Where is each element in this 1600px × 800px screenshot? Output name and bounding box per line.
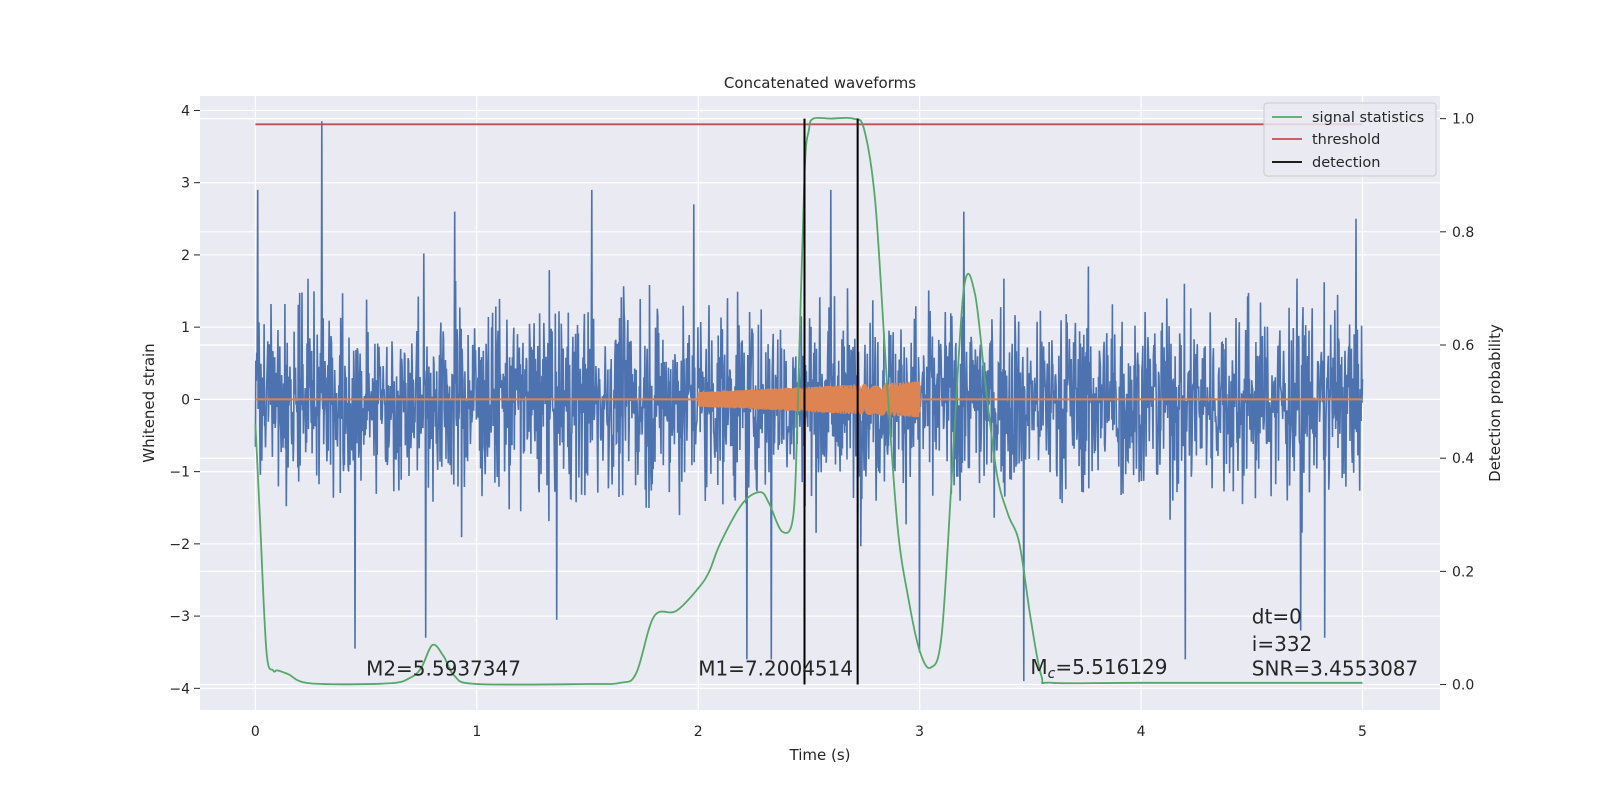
x-tick-label: 1 bbox=[472, 724, 481, 740]
x-tick-label: 5 bbox=[1358, 724, 1367, 740]
y-tick-label: 0 bbox=[181, 392, 190, 408]
y-right-tick-label: 0.8 bbox=[1452, 225, 1474, 241]
annotation-text: M1=7.2004514 bbox=[698, 656, 853, 680]
y-right-tick-label: 0.0 bbox=[1452, 678, 1474, 694]
annotation-text: M2=5.5937347 bbox=[366, 656, 521, 680]
y-right-tick-label: 1.0 bbox=[1452, 112, 1474, 128]
signal-statistics-line bbox=[254, 116, 1363, 686]
chart-title: Concatenated waveforms bbox=[724, 74, 916, 92]
annotations: M2=5.5937347 M1=7.2004514 Mc=5.516129 dt=0 i… bbox=[366, 604, 1418, 682]
x-tick-label: 2 bbox=[694, 724, 703, 740]
annotation-text: SNR=3.4553087 bbox=[1252, 656, 1418, 680]
annotation-text: i=332 bbox=[1252, 632, 1313, 656]
axis-ticks: 0 1 2 3 4 5 −4 −3 −2 −1 0 1 2 3 4 0.0 0.2 0.4 0.6 0.8 1.0 bbox=[169, 103, 1474, 740]
annotation-text: Mc=5.516129 bbox=[1030, 655, 1167, 682]
y-axis-label: Whitened strain bbox=[140, 343, 158, 462]
x-axis-label: Time (s) bbox=[789, 746, 851, 764]
legend-label-threshold: threshold bbox=[1312, 132, 1380, 148]
x-tick-label: 4 bbox=[1137, 724, 1146, 740]
legend: signal statistics threshold detection bbox=[1263, 102, 1437, 177]
y-right-tick-label: 0.6 bbox=[1452, 338, 1474, 354]
y-right-tick-label: 0.4 bbox=[1452, 451, 1474, 467]
annotation-text: dt=0 bbox=[1252, 604, 1302, 628]
template-line bbox=[255, 381, 1363, 418]
series-layer bbox=[254, 116, 1364, 686]
y-tick-label: 3 bbox=[181, 176, 190, 192]
legend-box bbox=[1263, 102, 1437, 177]
y-tick-label: 4 bbox=[181, 103, 190, 119]
y-tick-label: 2 bbox=[181, 248, 190, 264]
x-tick-label: 0 bbox=[251, 724, 260, 740]
y-tick-label: −3 bbox=[169, 609, 190, 625]
y-tick-label: −2 bbox=[169, 537, 190, 553]
y-axis-label-right: Detection probability bbox=[1486, 324, 1504, 482]
y-tick-label: −1 bbox=[169, 465, 190, 481]
y-tick-label: 1 bbox=[181, 320, 190, 336]
x-tick-label: 3 bbox=[915, 724, 924, 740]
y-tick-label: −4 bbox=[169, 681, 190, 697]
legend-label-signal: signal statistics bbox=[1312, 110, 1424, 126]
y-right-tick-label: 0.2 bbox=[1452, 564, 1474, 580]
legend-label-detection: detection bbox=[1312, 155, 1380, 171]
